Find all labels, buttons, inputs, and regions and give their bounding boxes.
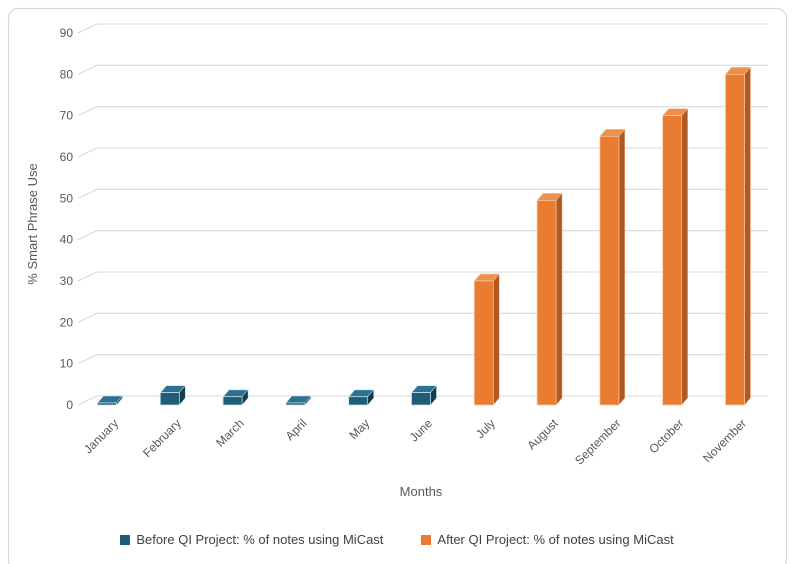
gridline-80 bbox=[77, 64, 768, 75]
y-tick-label-90: 90 bbox=[60, 26, 74, 40]
bar-front-face bbox=[473, 280, 494, 406]
bar-march bbox=[222, 389, 249, 406]
bar-front-face bbox=[348, 396, 369, 406]
bar-front-face bbox=[285, 402, 306, 406]
bar-april bbox=[285, 395, 312, 406]
y-tick-label-0: 0 bbox=[66, 398, 73, 412]
gridline-90 bbox=[77, 23, 768, 34]
x-tick-label-october: October bbox=[646, 416, 686, 456]
legend-swatch-before bbox=[120, 534, 131, 545]
chart-border bbox=[7, 7, 788, 564]
gridlines bbox=[77, 23, 768, 406]
y-tick-label-20: 20 bbox=[60, 315, 74, 329]
bar-front-face bbox=[662, 115, 683, 406]
y-axis-title: % Smart Phrase Use bbox=[25, 163, 40, 284]
bar-september bbox=[599, 128, 626, 406]
bar-side-face bbox=[681, 107, 688, 406]
bars bbox=[96, 66, 752, 406]
bar-front-face bbox=[159, 392, 180, 406]
x-tick-label-january: January bbox=[81, 416, 121, 456]
bar-side-face bbox=[493, 273, 500, 406]
bar-june bbox=[410, 384, 438, 406]
x-tick-label-march: March bbox=[213, 416, 246, 449]
y-tick-label-30: 30 bbox=[60, 274, 74, 288]
y-tick-label-40: 40 bbox=[60, 233, 74, 247]
legend: Before QI Project: % of notes using MiCa… bbox=[0, 532, 794, 547]
y-tick-label-50: 50 bbox=[60, 191, 74, 205]
legend-label-before: Before QI Project: % of notes using MiCa… bbox=[136, 532, 384, 547]
gridline-70 bbox=[77, 106, 768, 117]
x-tick-label-may: May bbox=[346, 416, 372, 442]
bar-may bbox=[347, 389, 375, 406]
bar-january bbox=[96, 395, 124, 406]
bar-august bbox=[536, 192, 563, 406]
x-tick-label-november: November bbox=[700, 416, 749, 465]
bar-side-face bbox=[744, 66, 751, 406]
bar-side-face bbox=[618, 128, 626, 406]
bar-front-face bbox=[725, 73, 745, 406]
bar-front-face bbox=[411, 392, 431, 406]
bar-front-face bbox=[97, 402, 117, 406]
bar-february bbox=[159, 384, 187, 406]
bar-november bbox=[724, 66, 752, 406]
gridline-50 bbox=[77, 188, 768, 199]
bar-side-face bbox=[555, 192, 563, 406]
bar-front-face bbox=[536, 200, 557, 406]
x-tick-label-august: August bbox=[524, 416, 561, 453]
bar-front-face bbox=[599, 135, 620, 406]
x-tick-label-june: June bbox=[407, 416, 436, 445]
y-tick-label-70: 70 bbox=[60, 109, 74, 123]
legend-item-after: After QI Project: % of notes using MiCas… bbox=[421, 532, 674, 547]
gridline-60 bbox=[77, 147, 768, 158]
x-tick-label-september: September bbox=[572, 416, 623, 467]
y-tick-label-60: 60 bbox=[60, 150, 74, 164]
x-axis-title: Months bbox=[400, 484, 443, 499]
x-tick-label-february: February bbox=[140, 416, 184, 460]
legend-swatch-after bbox=[421, 534, 432, 545]
y-tick-label-10: 10 bbox=[60, 357, 74, 371]
bar-october bbox=[661, 107, 689, 406]
y-tick-label-80: 80 bbox=[60, 67, 74, 81]
legend-item-before: Before QI Project: % of notes using MiCa… bbox=[120, 532, 383, 547]
bar-july bbox=[473, 273, 501, 406]
legend-label-after: After QI Project: % of notes using MiCas… bbox=[437, 532, 674, 547]
x-tick-label-july: July bbox=[473, 416, 498, 441]
bar-front-face bbox=[222, 396, 243, 406]
x-tick-label-april: April bbox=[283, 416, 310, 443]
